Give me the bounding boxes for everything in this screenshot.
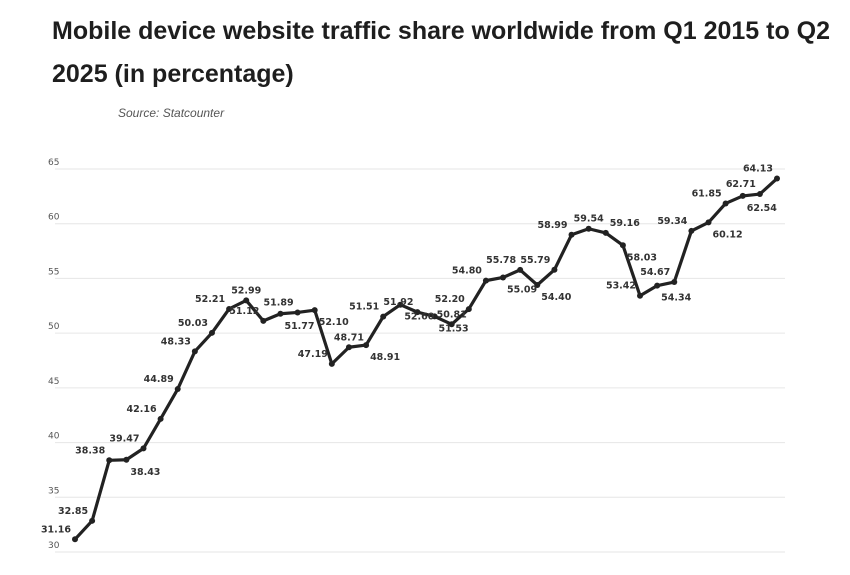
data-label: 60.12 — [713, 229, 743, 240]
data-label: 54.80 — [452, 266, 482, 277]
data-label: 55.09 — [507, 284, 537, 295]
data-point — [756, 191, 763, 198]
data-label: 48.91 — [370, 352, 400, 363]
data-label: 64.13 — [743, 164, 773, 175]
data-label: 51.77 — [284, 321, 314, 332]
data-point — [637, 292, 644, 299]
y-tick-label: 65 — [48, 158, 59, 168]
data-point — [72, 536, 78, 543]
data-point — [585, 225, 592, 232]
data-point — [123, 456, 130, 463]
data-point — [243, 297, 250, 304]
data-label: 59.54 — [574, 214, 604, 225]
data-label: 54.34 — [661, 293, 691, 304]
data-label: 59.16 — [610, 218, 640, 229]
data-point — [380, 313, 387, 320]
data-label: 44.89 — [144, 374, 174, 385]
data-point — [465, 306, 472, 313]
y-tick-label: 50 — [48, 322, 60, 332]
y-tick-label: 40 — [48, 432, 60, 442]
data-point — [311, 307, 318, 314]
data-point — [739, 192, 746, 199]
data-label: 52.60 — [404, 312, 434, 323]
data-point — [89, 517, 96, 524]
data-point — [208, 329, 215, 336]
data-point — [363, 342, 370, 349]
y-tick-label: 60 — [48, 213, 60, 223]
data-label: 31.16 — [41, 524, 71, 535]
data-label: 42.16 — [127, 404, 157, 415]
data-point — [517, 266, 524, 273]
data-label: 39.47 — [109, 433, 139, 444]
data-point — [705, 219, 712, 226]
data-label: 58.99 — [537, 220, 567, 231]
data-point — [106, 457, 113, 464]
data-point — [774, 175, 780, 182]
data-label: 55.79 — [520, 255, 550, 266]
data-point — [431, 313, 438, 320]
data-label: 58.03 — [627, 252, 657, 263]
data-label: 38.43 — [130, 467, 160, 478]
data-point — [345, 344, 352, 351]
data-label: 52.99 — [231, 285, 261, 296]
data-label: 51.51 — [349, 302, 379, 313]
y-tick-label: 45 — [48, 377, 59, 387]
data-point — [654, 282, 661, 289]
data-point — [448, 321, 455, 328]
data-label: 51.53 — [439, 323, 469, 334]
data-point — [226, 305, 233, 312]
data-label: 59.34 — [657, 216, 687, 227]
data-label: 50.03 — [178, 318, 208, 329]
data-label: 53.42 — [606, 281, 636, 292]
data-point — [140, 445, 147, 452]
data-point — [191, 348, 198, 355]
data-point — [414, 309, 421, 316]
data-point — [722, 200, 729, 207]
data-point — [157, 415, 164, 422]
chart-title: Mobile device website traffic share worl… — [52, 17, 831, 88]
y-tick-label: 35 — [48, 486, 59, 496]
source-note: Source: Statcounter — [118, 106, 225, 120]
data-point — [534, 281, 541, 288]
data-point — [671, 279, 678, 286]
data-point — [328, 360, 335, 367]
series-line — [73, 177, 779, 541]
data-point — [551, 266, 558, 273]
data-label: 54.67 — [640, 267, 670, 278]
data-point — [688, 227, 695, 234]
data-label: 48.33 — [161, 336, 191, 347]
data-label: 48.71 — [334, 332, 364, 343]
data-label: 62.71 — [726, 179, 756, 190]
data-label: 51.12 — [229, 306, 259, 317]
data-label: 62.54 — [747, 203, 777, 214]
data-label: 51.92 — [383, 297, 413, 308]
y-tick-label: 30 — [48, 541, 60, 551]
data-label: 50.81 — [437, 309, 467, 320]
data-point — [482, 277, 489, 284]
data-label: 52.21 — [195, 294, 225, 305]
data-label: 54.40 — [541, 292, 571, 303]
data-label: 47.19 — [298, 349, 328, 360]
data-point — [602, 229, 609, 236]
data-point — [568, 231, 575, 238]
data-label: 55.78 — [486, 255, 516, 266]
data-label: 38.38 — [75, 445, 105, 456]
data-label: 32.85 — [58, 506, 88, 517]
data-point — [260, 317, 267, 324]
data-point — [174, 386, 181, 393]
data-point — [500, 274, 507, 281]
y-tick-label: 55 — [48, 267, 59, 277]
data-point — [619, 242, 626, 249]
data-point — [397, 301, 404, 308]
data-label: 51.89 — [264, 297, 294, 308]
data-label: 61.85 — [692, 188, 722, 199]
data-label: 52.20 — [435, 294, 465, 305]
data-point — [294, 309, 301, 316]
data-label: 52.10 — [319, 317, 349, 328]
data-point — [277, 310, 284, 317]
